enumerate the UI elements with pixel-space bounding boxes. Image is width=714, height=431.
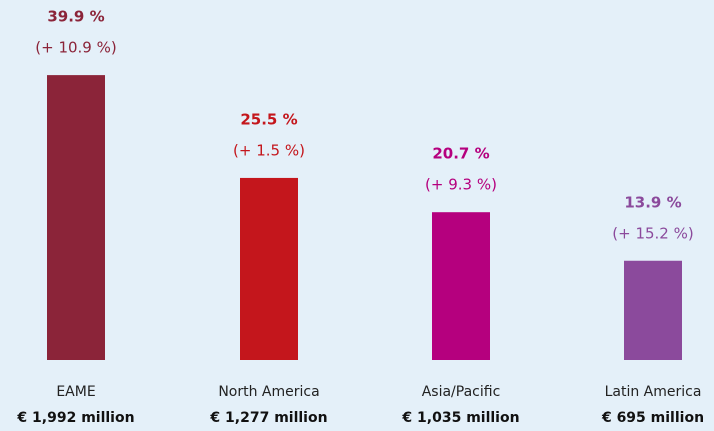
category-label: Latin America (605, 384, 702, 400)
amount-label: € 1,992 million (16, 410, 134, 426)
bar (624, 260, 682, 360)
bar (432, 212, 490, 360)
value-label: 39.9 % (47, 8, 104, 26)
value-label: 20.7 % (432, 145, 489, 163)
amount-label: € 1,035 million (401, 410, 519, 426)
value-label: 25.5 % (240, 110, 297, 128)
bar (47, 75, 105, 360)
change-label: (+ 1.5 %) (233, 141, 305, 159)
bar (240, 177, 298, 360)
change-label: (+ 15.2 %) (612, 224, 693, 242)
category-label: Asia/Pacific (422, 384, 501, 400)
category-label: North America (218, 384, 319, 400)
amount-label: € 1,277 million (209, 410, 327, 426)
value-label: 13.9 % (624, 193, 681, 211)
amount-label: € 695 million (601, 410, 704, 426)
change-label: (+ 10.9 %) (35, 39, 116, 57)
category-label: EAME (56, 384, 95, 400)
change-label: (+ 9.3 %) (425, 176, 497, 194)
